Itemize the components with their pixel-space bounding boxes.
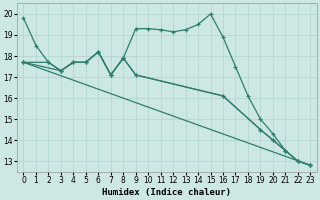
X-axis label: Humidex (Indice chaleur): Humidex (Indice chaleur) [102,188,231,197]
